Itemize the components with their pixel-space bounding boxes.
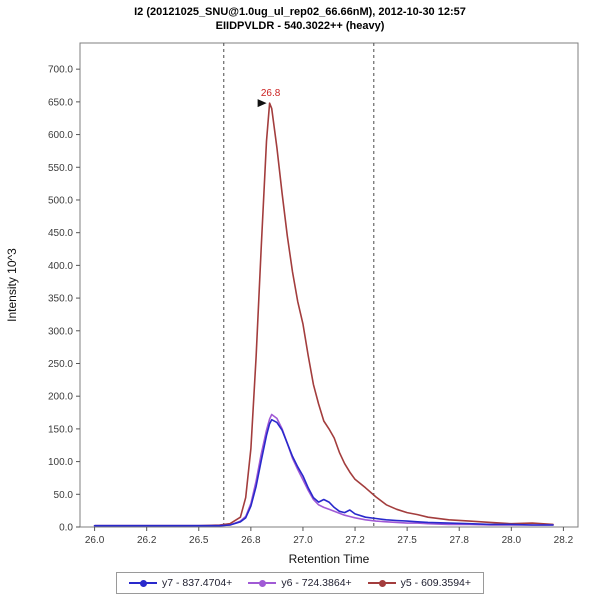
x-tick-label: 26.8 — [241, 535, 261, 546]
x-tick-label: 26.2 — [137, 535, 157, 546]
x-tick-label: 28.0 — [502, 535, 522, 546]
series-trace-y6[interactable] — [93, 413, 554, 527]
y-tick-label: 550.0 — [48, 163, 73, 174]
legend-item-label: y6 - 724.3864+ — [281, 577, 352, 589]
series-line-icon — [128, 579, 157, 587]
x-tick-label: 27.0 — [293, 535, 313, 546]
y-tick-label: 100.0 — [48, 457, 73, 468]
y-tick-label: 450.0 — [48, 228, 73, 239]
y-tick-label: 50.0 — [54, 490, 74, 501]
y-tick-label: 150.0 — [48, 424, 73, 435]
legend-item-label: y7 - 837.4704+ — [161, 577, 233, 589]
y-axis-title: Intensity 10^3 — [5, 248, 19, 322]
series-marker-icon — [259, 579, 267, 587]
peak-annotation-label[interactable]: 26.8 — [261, 88, 281, 99]
legend-container: y7 - 837.4704+ y6 - 724.3864+ y5 - 609.3… — [0, 571, 600, 594]
x-tick-label: 26.5 — [189, 535, 209, 546]
y-tick-label: 400.0 — [48, 261, 73, 272]
legend-item-label: y5 - 609.3594+ — [400, 577, 472, 589]
plot-frame — [79, 42, 579, 528]
x-tick-label: 28.2 — [554, 535, 574, 546]
chart-header: I2 (20121025_SNU@1.0ug_ul_rep02_66.66nM)… — [0, 0, 600, 33]
y-tick-label: 250.0 — [48, 359, 73, 370]
legend: y7 - 837.4704+ y6 - 724.3864+ y5 - 609.3… — [115, 572, 485, 594]
x-axis-title: Retention Time — [289, 552, 370, 566]
series-marker-icon — [378, 579, 386, 587]
legend-item-y7[interactable]: y7 - 837.4704+ — [128, 577, 233, 589]
y-tick-label: 700.0 — [48, 65, 73, 76]
series-trace-y5[interactable] — [93, 102, 554, 527]
x-tick-label: 27.5 — [397, 535, 417, 546]
series-line-icon — [367, 579, 396, 587]
chromatogram-plot[interactable]: Intensity 10^3 Retention Time 0.0 50.0 100… — [0, 33, 600, 569]
y-tick-label: 500.0 — [48, 195, 73, 206]
chart-title: I2 (20121025_SNU@1.0ug_ul_rep02_66.66nM)… — [134, 6, 466, 18]
series-line-icon — [248, 579, 277, 587]
y-tick-label: 200.0 — [48, 392, 73, 403]
legend-item-y5[interactable]: y5 - 609.3594+ — [367, 577, 472, 589]
y-tick-label: 650.0 — [48, 97, 73, 108]
x-tick-label: 26.0 — [85, 535, 105, 546]
y-tick-label: 300.0 — [48, 326, 73, 337]
x-tick-label: 27.2 — [345, 535, 365, 546]
chart-subtitle: EIIDPVLDR - 540.3022++ (heavy) — [215, 20, 385, 32]
peak-arrow-icon — [257, 99, 267, 108]
x-tick-label: 27.8 — [449, 535, 469, 546]
series-trace-y7[interactable] — [93, 418, 554, 527]
legend-item-y6[interactable]: y6 - 724.3864+ — [248, 577, 352, 589]
y-tick-label: 350.0 — [48, 294, 73, 305]
series-marker-icon — [139, 579, 147, 587]
y-tick-label: 600.0 — [48, 130, 73, 141]
y-tick-label: 0.0 — [59, 523, 73, 534]
